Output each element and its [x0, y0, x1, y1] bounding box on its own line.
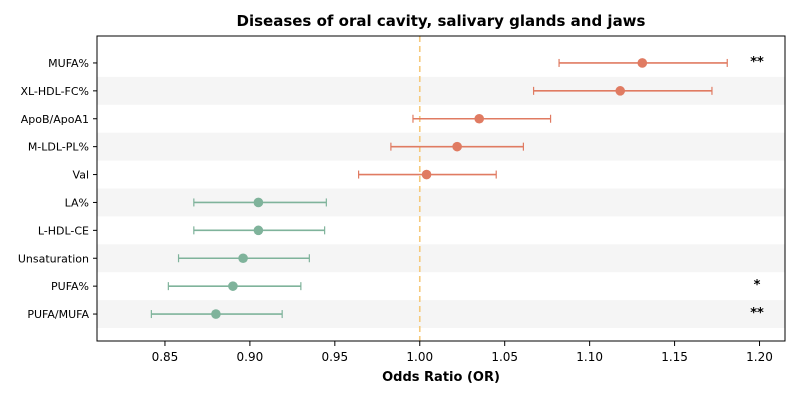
- or-point: [421, 169, 432, 180]
- data-marks: [150, 58, 728, 319]
- forest-row: [177, 253, 310, 264]
- y-tick-label: Val: [73, 169, 89, 182]
- forest-row: [390, 141, 524, 152]
- significance-labels: *****: [750, 55, 764, 321]
- y-tick-label: Unsaturation: [18, 252, 89, 265]
- forest-row: [167, 281, 302, 291]
- forest-row: [193, 197, 327, 208]
- x-tick-label: 1.15: [661, 350, 688, 364]
- or-point: [253, 197, 264, 208]
- x-axis: 0.85 0.90 0.95 1.00 1.05 1.10 1.15 1.20: [152, 341, 773, 364]
- plot-frame: [96, 35, 786, 342]
- y-tick-label: MUFA%: [48, 57, 89, 70]
- forest-row: [558, 58, 728, 68]
- chart-title: Diseases of oral cavity, salivary glands…: [237, 12, 646, 30]
- significance-label: **: [750, 306, 764, 321]
- y-tick-label: LA%: [65, 196, 89, 209]
- y-tick-label: M-LDL-PL%: [28, 141, 89, 154]
- x-tick-label: 1.05: [491, 350, 518, 364]
- or-point: [615, 86, 626, 96]
- x-tick-label: 0.90: [237, 350, 264, 364]
- forest-row: [532, 86, 713, 96]
- or-point: [637, 58, 648, 68]
- y-tick-label: ApoB/ApoA1: [21, 113, 89, 126]
- significance-label: **: [750, 55, 764, 70]
- x-tick-label: 1.20: [746, 350, 773, 364]
- or-point: [211, 309, 221, 319]
- x-axis-label: Odds Ratio (OR): [382, 370, 500, 385]
- or-point: [452, 141, 462, 152]
- x-tick-label: 0.85: [152, 350, 179, 364]
- x-tick-label: 1.00: [406, 350, 433, 364]
- forest-row: [193, 225, 326, 236]
- forest-row: [412, 113, 552, 124]
- x-tick-label: 1.10: [576, 350, 603, 364]
- y-tick-label: XL-HDL-FC%: [20, 85, 89, 98]
- or-point: [253, 225, 264, 236]
- y-axis-labels: MUFA% XL-HDL-FC% ApoB/ApoA1 M-LDL-PL% Val LA%…: [18, 57, 97, 321]
- or-point: [474, 113, 485, 124]
- y-tick-label: PUFA%: [51, 280, 89, 293]
- or-point: [228, 281, 238, 291]
- or-point: [238, 253, 248, 264]
- y-tick-label: L-HDL-CE: [38, 224, 89, 237]
- forest-row: [150, 309, 283, 319]
- forest-row: [358, 169, 497, 180]
- significance-label: *: [754, 278, 761, 293]
- y-tick-label: PUFA/MUFA: [27, 308, 89, 321]
- x-tick-label: 0.95: [321, 350, 348, 364]
